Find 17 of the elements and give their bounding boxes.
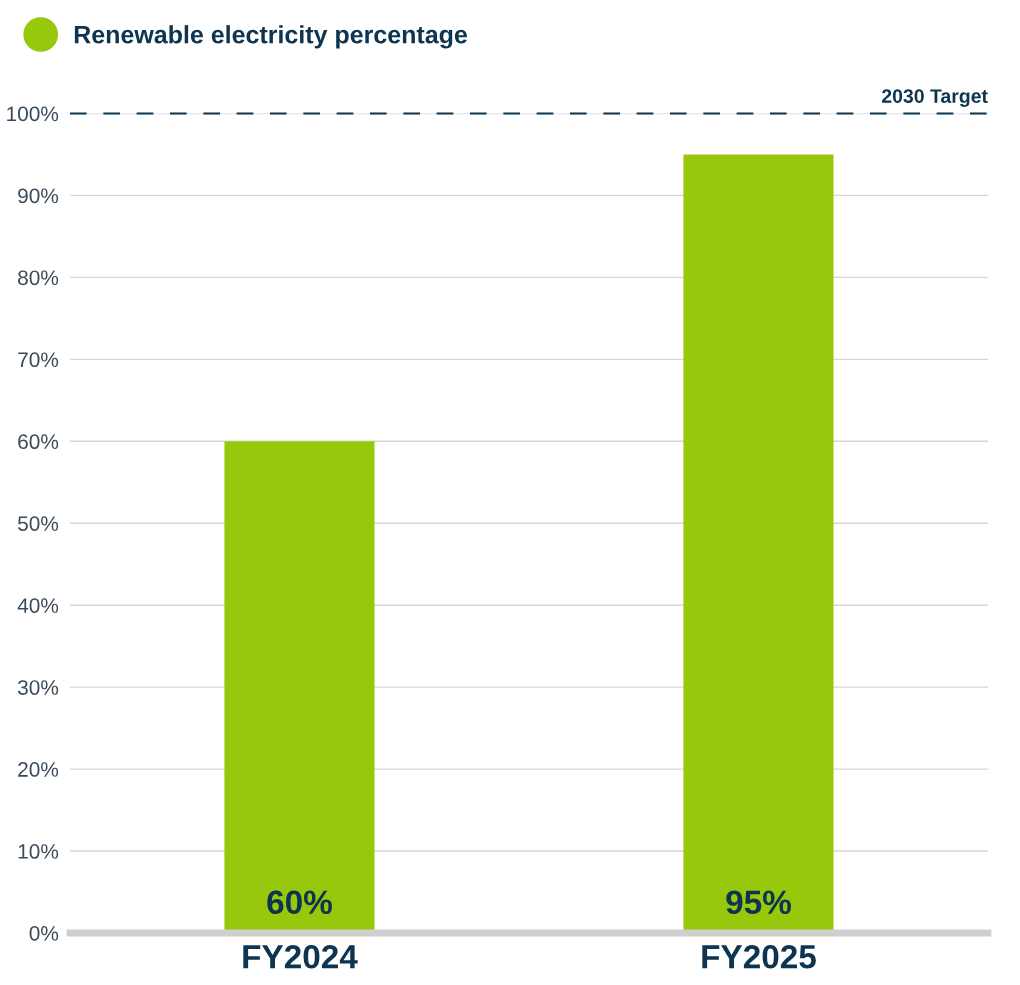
y-tick-label: 60% [18, 434, 59, 450]
y-tick-label: 30% [17, 680, 59, 695]
y-tick-label: 10% [18, 844, 59, 859]
x-tick-label: FY2024 [243, 944, 358, 969]
y-tick-label: 20% [18, 762, 59, 777]
ref-line-label: 2030 Target [882, 89, 988, 107]
y-tick-label: 90% [18, 188, 59, 204]
y-tick-label: 70% [18, 352, 59, 368]
data-label: 60% [267, 890, 332, 915]
y-tick-label: 80% [18, 270, 59, 286]
y-tick-label: 40% [17, 598, 59, 613]
x-tick-label: FY2025 [702, 944, 816, 969]
y-tick-label: 50% [18, 516, 59, 531]
y-tick-label: 0% [29, 925, 59, 941]
legend-label: Renewable electricity percentage [74, 25, 467, 49]
y-tick-label: 100% [7, 106, 59, 122]
data-label: 95% [726, 890, 791, 915]
